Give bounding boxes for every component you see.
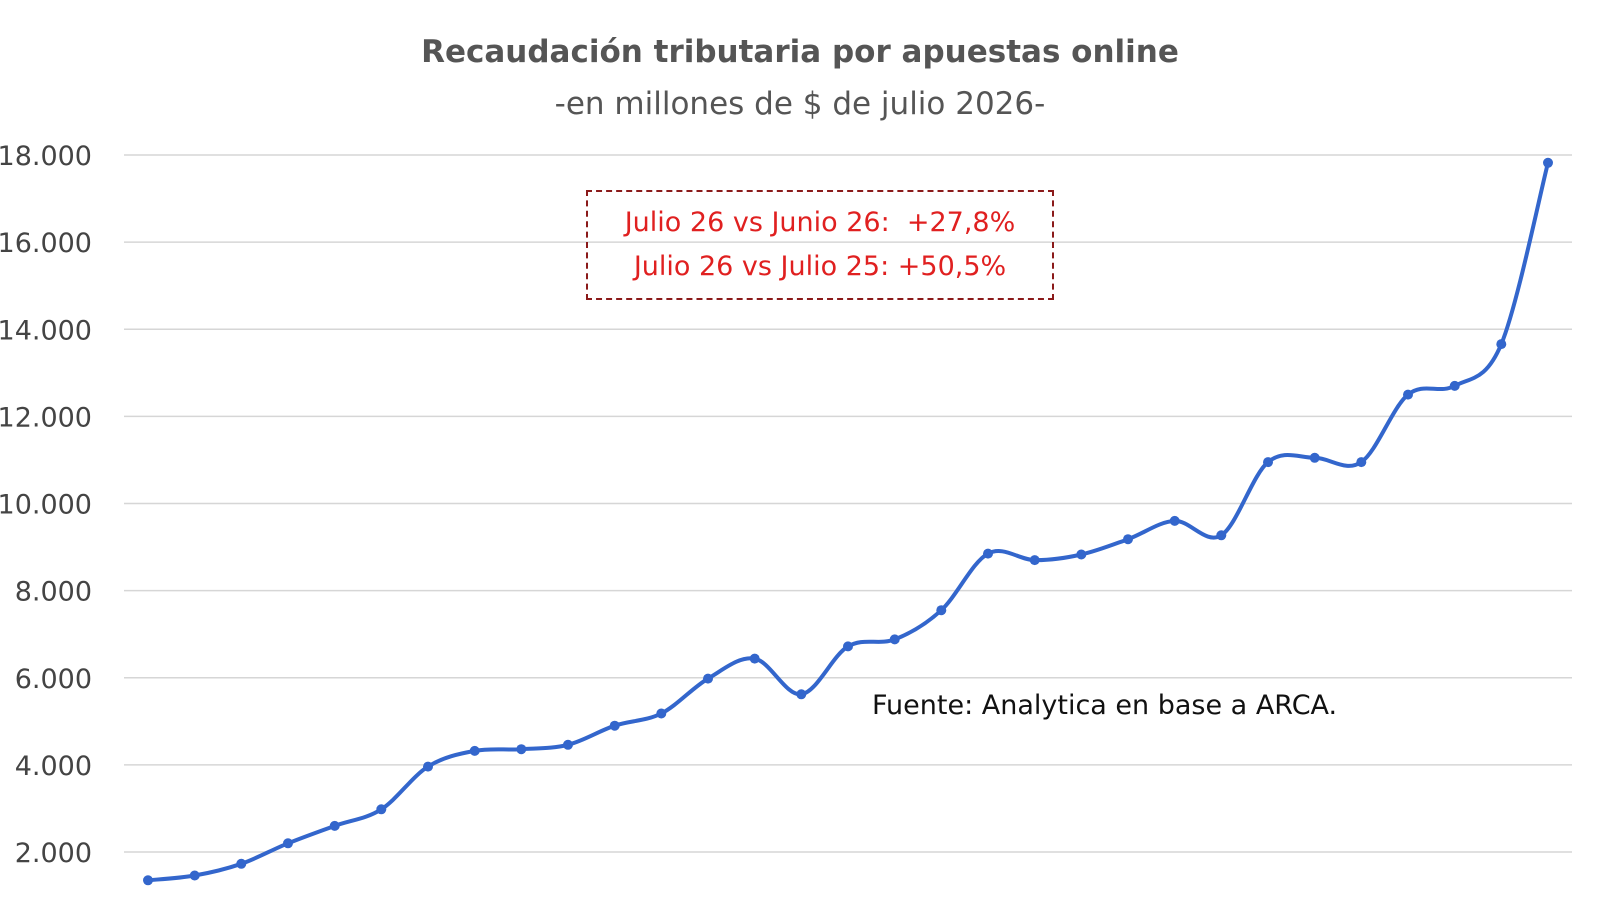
data-point (843, 641, 853, 652)
data-point (1496, 339, 1507, 350)
data-point (936, 605, 947, 616)
data-point (983, 548, 993, 559)
chart-subtitle: -en millones de $ de julio 2026- (554, 86, 1046, 122)
y-tick-label: 16.000 (0, 228, 92, 259)
data-point (329, 820, 340, 831)
data-point (469, 745, 480, 756)
data-point (143, 875, 153, 886)
data-point (796, 689, 807, 700)
data-point (1169, 515, 1180, 526)
y-tick-label: 18.000 (0, 141, 92, 172)
data-point (1076, 549, 1087, 560)
data-point (1309, 452, 1320, 463)
data-point (609, 720, 620, 731)
y-tick-label: 6.000 (15, 664, 92, 695)
data-point (516, 744, 527, 755)
comparison-annotation-box: Julio 26 vs Junio 26: +27,8% Julio 26 vs… (586, 190, 1054, 300)
y-tick-label: 2.000 (15, 838, 92, 869)
source-note: Fuente: Analytica en base a ARCA. (872, 690, 1338, 721)
y-tick-label: 12.000 (0, 402, 92, 433)
y-tick-label: 10.000 (0, 490, 92, 521)
gridlines (124, 154, 1572, 853)
series-layer (143, 157, 1553, 886)
chart-title: Recaudación tributaria por apuestas onli… (421, 34, 1179, 70)
data-point (376, 804, 387, 815)
y-tick-label: 14.000 (0, 315, 92, 346)
data-point (283, 838, 293, 849)
data-point (189, 870, 200, 881)
y-tick-label: 4.000 (15, 751, 92, 782)
data-point (749, 653, 760, 664)
annotation-month-over-month: Julio 26 vs Junio 26: +27,8% (624, 207, 1016, 238)
data-point (1356, 457, 1367, 468)
data-point (1123, 534, 1133, 545)
data-point (423, 761, 433, 772)
data-point (1263, 457, 1273, 468)
data-point (1449, 380, 1460, 391)
data-point (1403, 389, 1413, 400)
data-point (1029, 555, 1040, 566)
annotation-year-over-year: Julio 26 vs Julio 25: +50,5% (633, 251, 1007, 282)
data-point (563, 739, 573, 750)
data-point (1543, 157, 1553, 168)
data-point (656, 708, 667, 719)
y-axis-tick-labels: 2.000 4.000 6.000 8.000 10.000 12.000 14.000 16… (0, 141, 92, 869)
data-point (889, 634, 900, 645)
data-point (703, 673, 713, 684)
data-point (236, 858, 247, 869)
y-tick-label: 8.000 (15, 577, 92, 608)
data-point (1216, 530, 1227, 541)
series-line (146, 160, 1550, 883)
